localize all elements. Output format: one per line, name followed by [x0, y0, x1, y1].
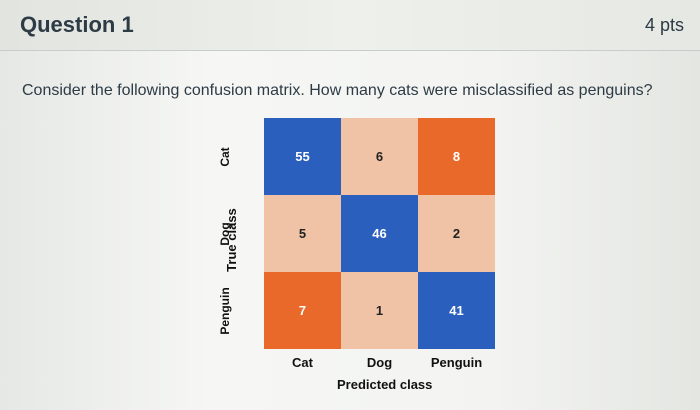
question-prompt: Consider the following confusion matrix.…: [22, 82, 653, 99]
x-tick-label: Penguin: [430, 355, 483, 370]
y-tick-label: Penguin: [218, 286, 232, 335]
matrix-cell: 6: [341, 118, 418, 195]
matrix-cell: 46: [341, 195, 418, 272]
matrix-cell: 7: [264, 272, 341, 349]
question-header: Question 1 4 pts: [0, 0, 700, 51]
y-tick-label: Cat: [218, 146, 232, 167]
matrix-cell: 41: [418, 272, 495, 349]
x-tick-label: Dog: [366, 355, 393, 370]
matrix-cell: 55: [264, 118, 341, 195]
y-tick-label: Dog: [218, 221, 232, 246]
question-points: 4 pts: [644, 15, 684, 35]
x-tick-label: Cat: [292, 355, 313, 370]
matrix-cell: 8: [418, 118, 495, 195]
matrix-cell: 2: [418, 195, 495, 272]
question-title: Question 1: [20, 12, 134, 37]
matrix-cell: 1: [341, 272, 418, 349]
x-axis-title: Predicted class: [337, 377, 433, 392]
matrix-cell: 5: [264, 195, 341, 272]
